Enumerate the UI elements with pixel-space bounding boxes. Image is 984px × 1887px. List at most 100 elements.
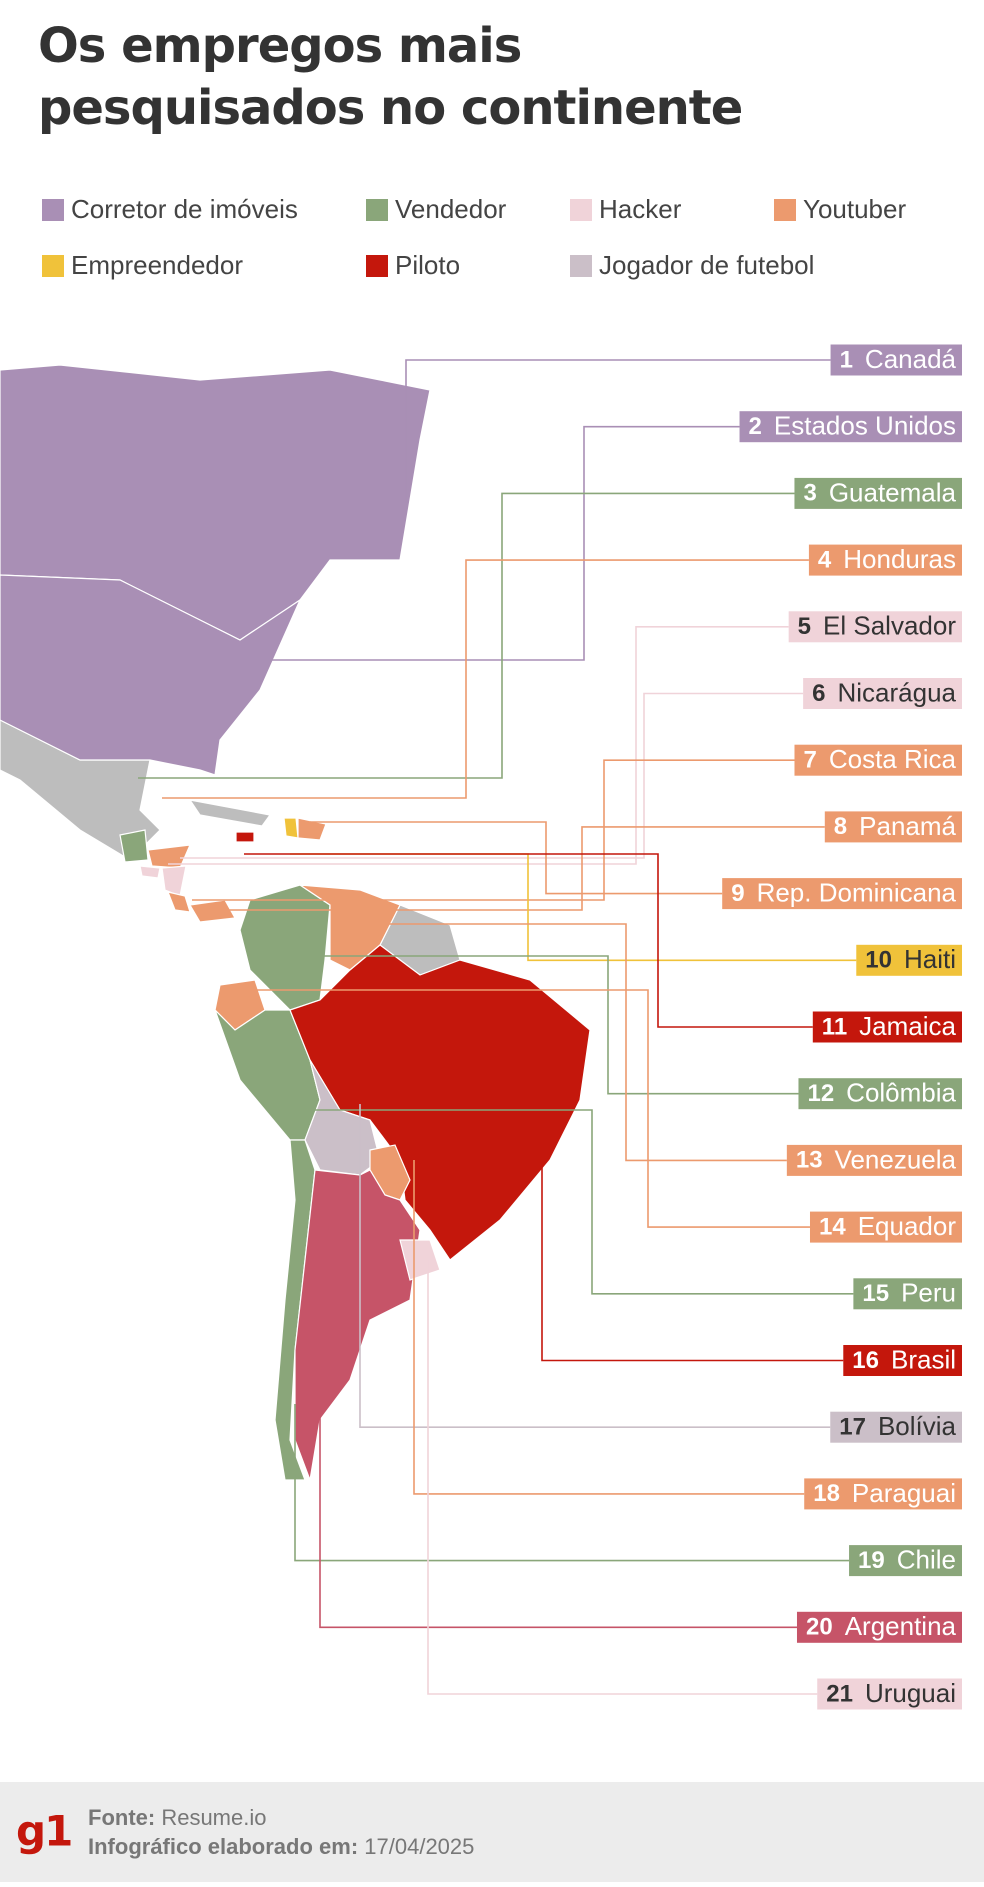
date: 17/04/2025 (364, 1834, 474, 1859)
label-box (849, 1545, 962, 1577)
country-name: Haiti (904, 944, 956, 974)
connector (319, 1416, 797, 1629)
country-name: Rep. Dominicana (757, 877, 957, 907)
country-label: Paraguai 18 (804, 1478, 962, 1510)
connector (280, 1109, 854, 1295)
country-rank: 2 (749, 413, 762, 440)
country-rank: 20 (806, 1614, 833, 1641)
country-name: Costa Rica (829, 744, 957, 774)
country-name: Panamá (859, 811, 956, 841)
country-label: Chile 19 (849, 1544, 962, 1577)
country-name: Chile (897, 1544, 956, 1574)
country-rank: 14 (819, 1213, 846, 1240)
country-rank: 5 (798, 613, 811, 640)
label-box (798, 1078, 962, 1110)
legend-label: Corretor de imóveis (71, 194, 298, 224)
country-name: Honduras (843, 544, 956, 574)
country-rank: 9 (731, 880, 744, 907)
label-box (786, 1144, 962, 1176)
connector (138, 492, 795, 779)
country-label: Guatemala 3 (794, 477, 962, 509)
country-shape (119, 829, 149, 863)
date-line: Infográfico elaborado em: 17/04/2025 (88, 1834, 474, 1859)
country-rank: 13 (796, 1147, 823, 1174)
country-rank: 17 (839, 1414, 866, 1441)
label-box (804, 1478, 962, 1510)
title-line: pesquisados no continente (38, 80, 742, 136)
country-name: Brasil (891, 1344, 956, 1374)
legend-swatch (42, 255, 64, 277)
legend-swatch (774, 199, 796, 221)
country-label: Panamá 8 (824, 811, 962, 843)
country-rank: 15 (862, 1280, 889, 1307)
label-box (824, 811, 962, 843)
label-box (843, 1345, 962, 1376)
label-box (853, 1278, 962, 1310)
connector (413, 1160, 805, 1495)
country-name: Venezuela (835, 1144, 957, 1174)
country-rank: 1 (840, 346, 853, 373)
legend-label: Vendedor (395, 194, 507, 224)
country-name: Jamaica (859, 1011, 956, 1041)
legend-label: Piloto (395, 250, 460, 280)
country-name: Peru (901, 1278, 956, 1308)
connector (360, 359, 831, 505)
connector (162, 559, 809, 799)
country-label: Rep. Dominicana 9 (722, 877, 962, 910)
legend-swatch (570, 255, 592, 277)
label-box (808, 544, 962, 576)
connector (252, 425, 740, 661)
country-shape (189, 899, 236, 923)
label-box (817, 1678, 962, 1710)
legend-swatch (42, 199, 64, 221)
source-line: Fonte: Resume.io (88, 1805, 266, 1830)
label-box (830, 1411, 962, 1443)
country-label: Nicarágua 6 (803, 677, 962, 709)
connector (427, 1260, 818, 1695)
map (0, 364, 591, 1483)
logo: g1 (16, 1807, 71, 1856)
country-rank: 3 (803, 480, 816, 507)
country-rank: 11 (822, 1013, 847, 1040)
country-label: Canadá 1 (830, 344, 962, 376)
country-shape (139, 865, 161, 879)
connector (180, 692, 804, 859)
legend-swatch (366, 199, 388, 221)
country-shape (399, 1239, 441, 1281)
country-labels: Canadá 1 Estados Unidos 2 Guatemala 3 Honduras… (722, 344, 962, 1710)
connector (168, 625, 789, 865)
label-box (796, 1611, 962, 1643)
country-shape (0, 574, 302, 776)
country-label: Peru 15 (853, 1278, 962, 1310)
country-label: Venezuela 13 (786, 1144, 962, 1176)
country-rank: 16 (852, 1347, 879, 1374)
country-shape (283, 817, 299, 839)
country-name: Estados Unidos (774, 411, 956, 441)
connector (541, 1164, 844, 1362)
label-box (794, 744, 962, 776)
connector (310, 821, 723, 895)
country-rank: 4 (818, 546, 832, 573)
country-label: Colômbia 12 (798, 1078, 962, 1110)
country-label: Brasil 16 (843, 1344, 962, 1376)
label-box (722, 878, 962, 910)
connector (192, 759, 795, 901)
label-box (803, 678, 962, 709)
title-line: Os empregos mais (38, 18, 521, 74)
label-box (812, 1011, 962, 1043)
country-label: Uruguai 21 (817, 1678, 962, 1710)
country-shape (188, 799, 272, 827)
country-name: Nicarágua (837, 677, 956, 707)
country-name: Paraguai (852, 1478, 956, 1508)
country-shape (161, 865, 187, 897)
country-name: Argentina (845, 1611, 957, 1641)
country-rank: 12 (807, 1080, 834, 1107)
legend: Corretor de imóveis Vendedor Hacker Youtube… (42, 194, 906, 280)
legend-label: Hacker (599, 194, 682, 224)
country-name: El Salvador (823, 611, 956, 641)
label-box (739, 411, 962, 443)
country-name: Bolívia (878, 1411, 957, 1441)
label-box (788, 611, 962, 643)
country-label: Equador 14 (809, 1211, 962, 1243)
